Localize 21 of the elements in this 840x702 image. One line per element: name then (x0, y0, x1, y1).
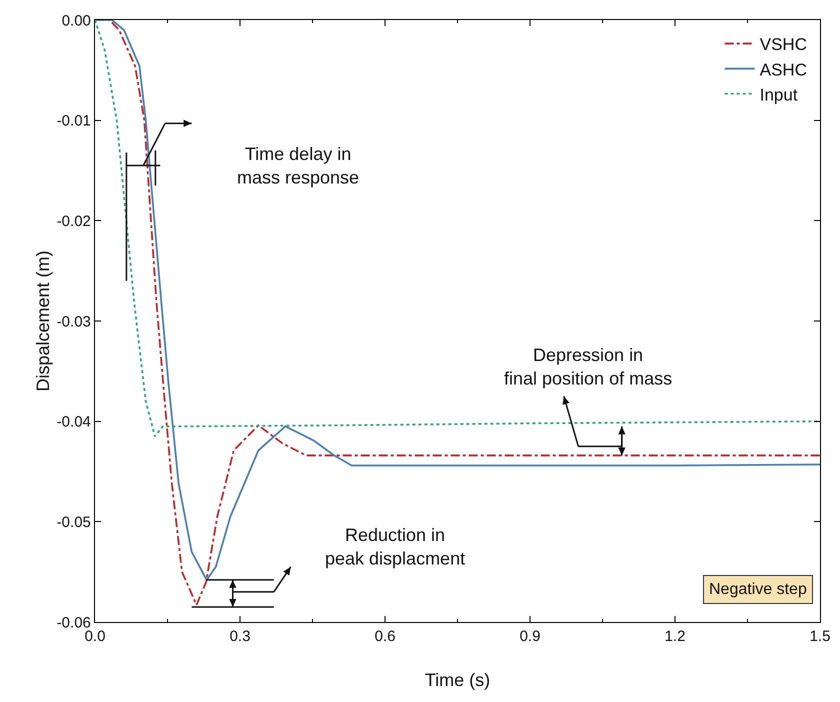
x-axis-title: Time (s) (424, 670, 490, 690)
annotation: Reduction in peak displacment (325, 525, 466, 568)
x-tick-label: 0.6 (374, 628, 396, 646)
x-tick-label: 0.9 (520, 628, 540, 646)
y-tick-label: -0.04 (56, 414, 91, 431)
y-tick-label: -0.03 (56, 313, 91, 330)
annotation: Depression in final position of mass (504, 345, 672, 388)
y-tick-label: -0.01 (56, 112, 91, 130)
legend-label: Input (760, 85, 798, 104)
y-tick-label: 0.00 (62, 12, 91, 30)
annotation: Negative step (709, 581, 807, 598)
x-tick-label: 0.3 (230, 628, 250, 646)
y-tick-label: -0.02 (56, 212, 91, 230)
y-axis-title: Dispalcement (m) (32, 250, 53, 392)
annotation: Time delay in mass response (237, 144, 360, 188)
x-tick-label: 1.5 (810, 628, 830, 646)
legend-label: ASHC (760, 60, 807, 80)
legend-label: VSHC (760, 35, 807, 54)
y-tick-label: -0.05 (56, 514, 91, 531)
x-tick-label: 1.2 (664, 628, 686, 646)
line-series (95, 20, 820, 438)
